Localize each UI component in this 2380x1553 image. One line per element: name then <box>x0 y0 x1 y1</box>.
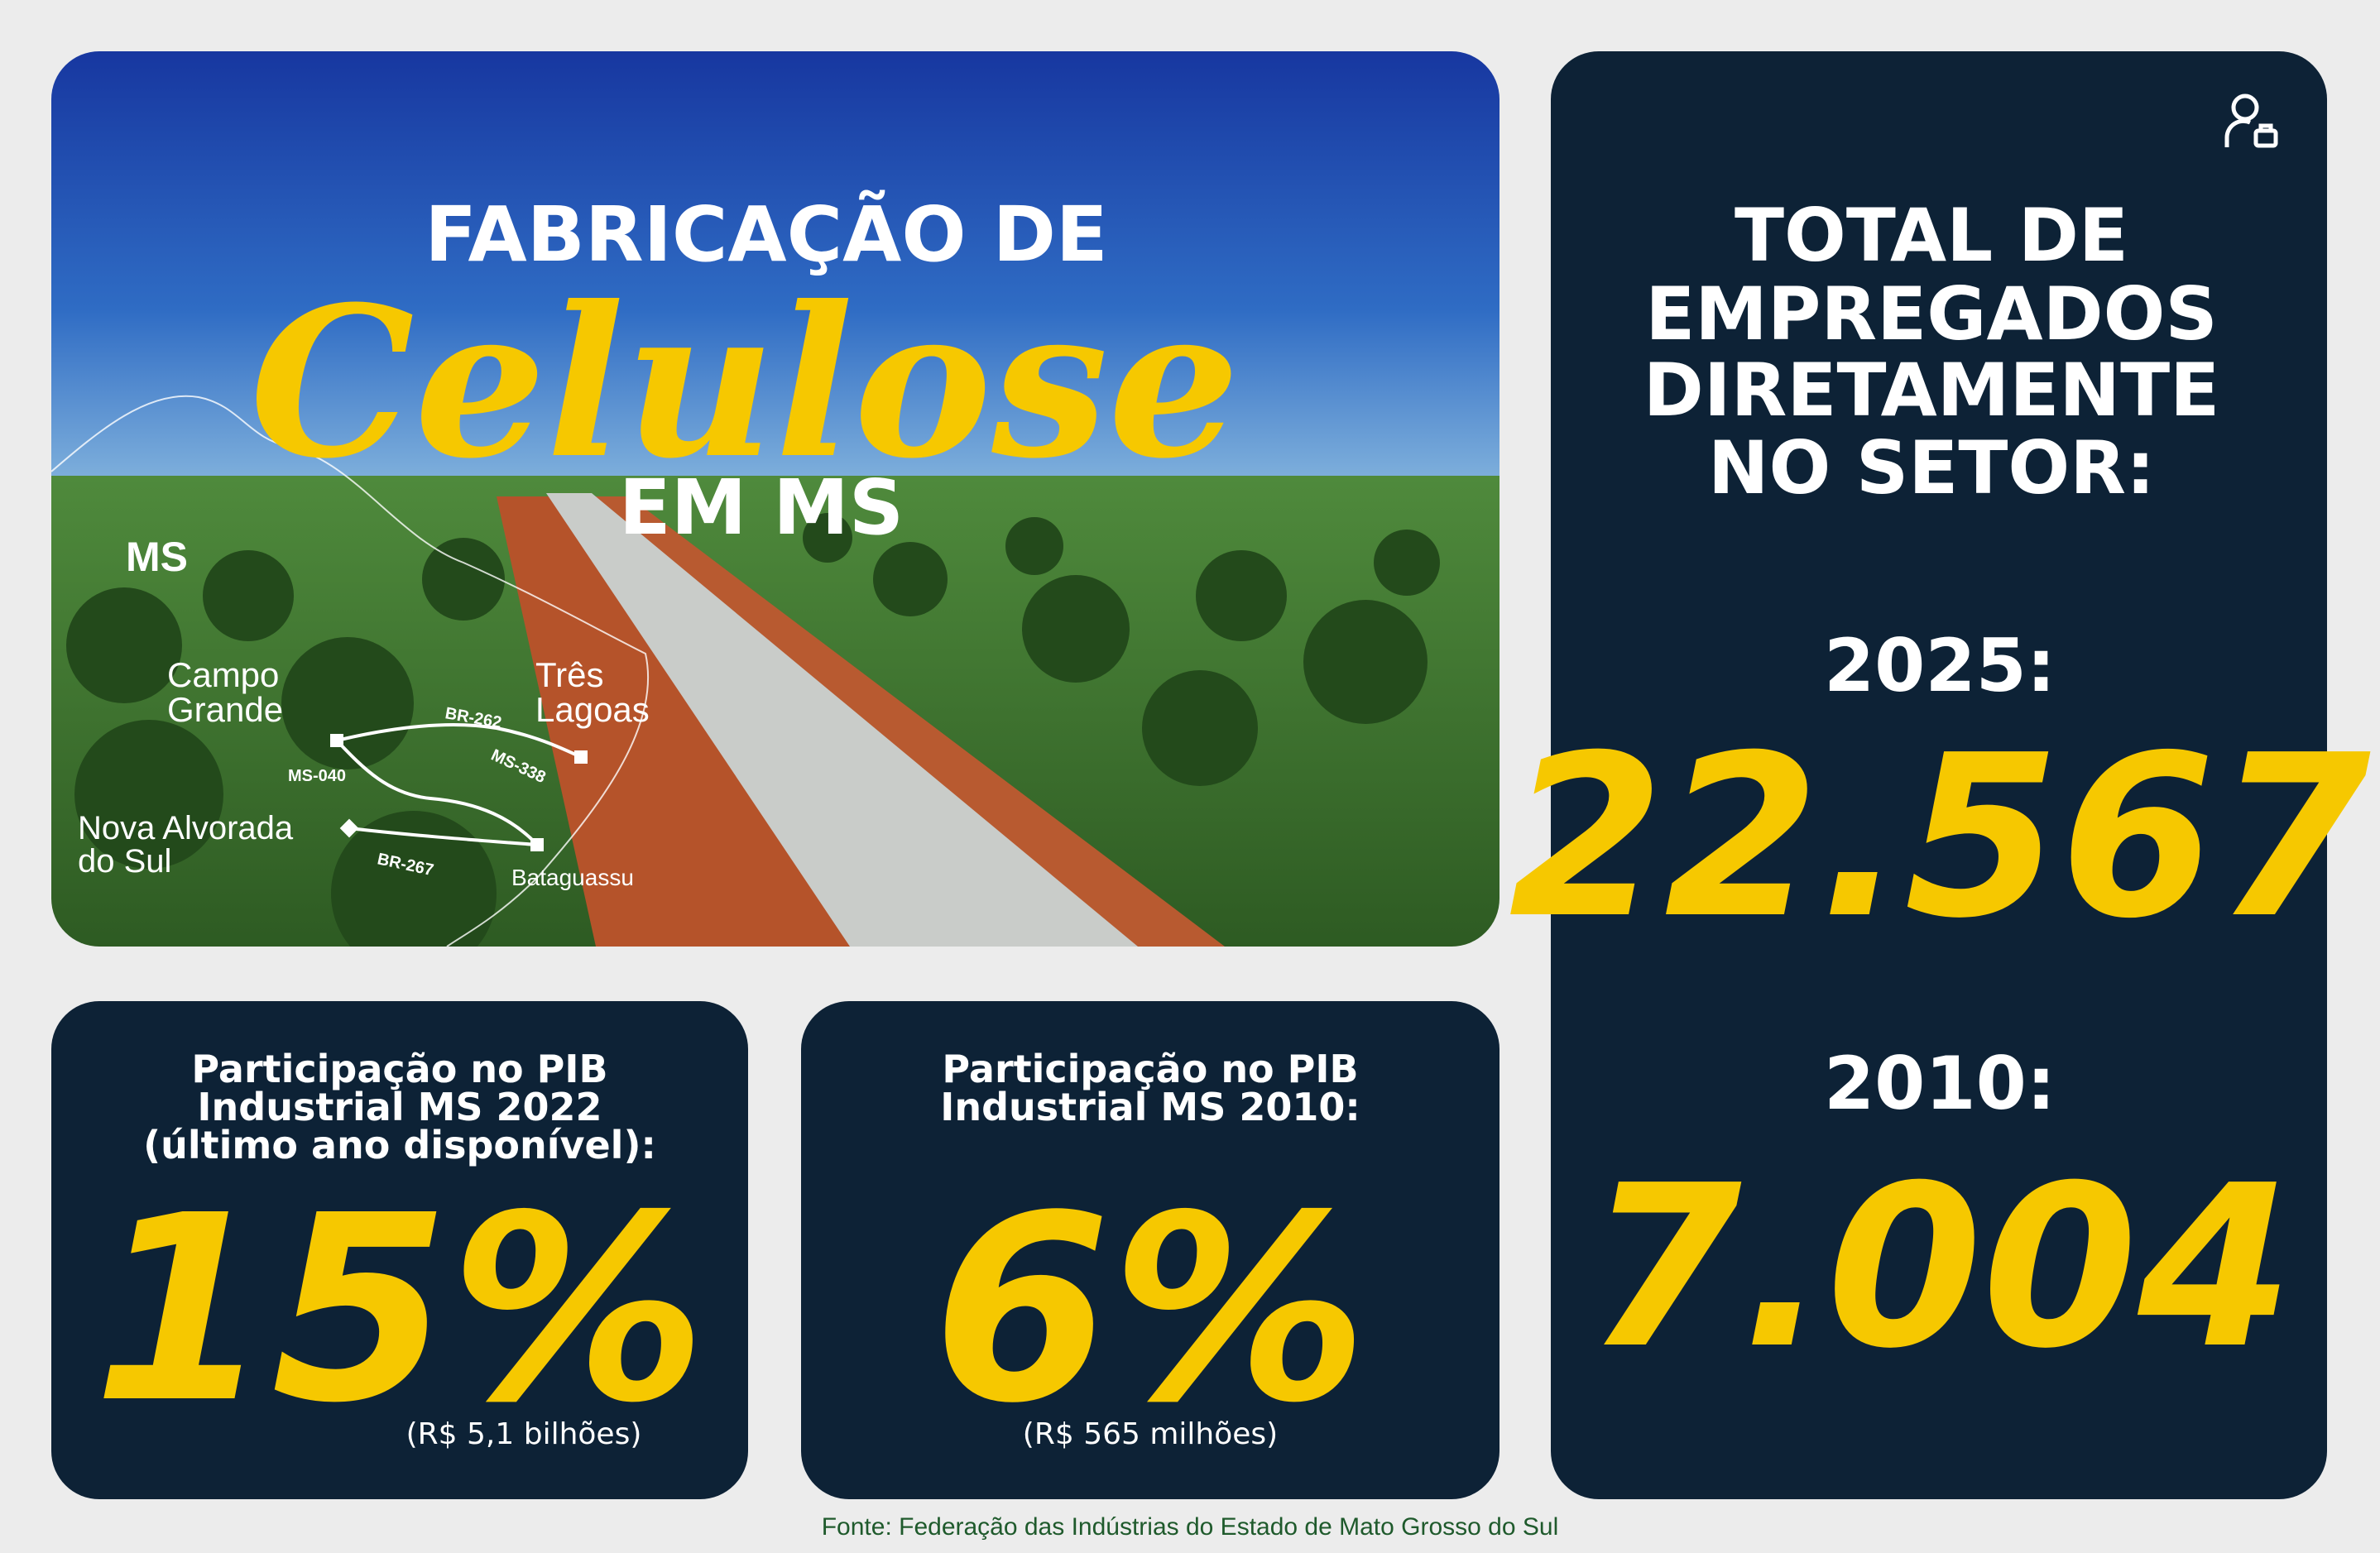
hero-title-bottom: EM MS <box>619 463 904 552</box>
map-city: Bataguassu <box>511 865 634 890</box>
map-city: Três <box>535 655 603 694</box>
employees-heading: EMPREGADOS <box>1645 271 2218 357</box>
map-city: Grande <box>167 690 283 729</box>
map-road: MS-040 <box>288 767 346 785</box>
map-city: Nova Alvorada <box>78 810 294 846</box>
map-region: MS <box>126 534 188 580</box>
gdp-card <box>801 1001 1499 1499</box>
gdp-card <box>51 1001 748 1499</box>
gdp-note: (R$ 565 milhões) <box>1023 1417 1278 1451</box>
hero-title-top: FABRICAÇÃO DE <box>425 189 1108 279</box>
employees-heading: TOTAL DE <box>1735 193 2128 278</box>
footer-source: Fonte: Federação das Indústrias do Estad… <box>822 1513 1559 1541</box>
employees-heading: DIRETAMENTE <box>1643 348 2219 433</box>
gdp-heading: Industrial MS 2022 <box>197 1085 602 1129</box>
gdp-heading: Participação no PIB <box>942 1047 1358 1091</box>
gdp-heading: Industrial MS 2010: <box>940 1085 1360 1129</box>
map-city: do Sul <box>78 843 171 880</box>
map-city: Lagoas <box>535 690 650 729</box>
employees-year: 2025: <box>1824 623 2056 708</box>
gdp-note: (R$ 5,1 bilhões) <box>406 1417 642 1451</box>
employees-year: 2010: <box>1824 1041 2056 1126</box>
employees-heading: NO SETOR: <box>1708 425 2155 510</box>
hero-title-script: Celulose <box>250 261 1240 504</box>
gdp-value: 15% <box>93 1161 707 1460</box>
gdp-value: 6% <box>933 1161 1368 1460</box>
employees-card <box>1551 51 2327 1499</box>
employees-value: 7.004 <box>1586 1137 2293 1397</box>
hero-photo <box>51 51 1499 947</box>
map-city: Campo <box>167 655 279 694</box>
employees-value: 22.567 <box>1509 707 2373 967</box>
gdp-heading: (último ano disponível): <box>143 1123 656 1167</box>
gdp-heading: Participação no PIB <box>191 1047 607 1091</box>
worker-icon <box>2224 93 2278 148</box>
